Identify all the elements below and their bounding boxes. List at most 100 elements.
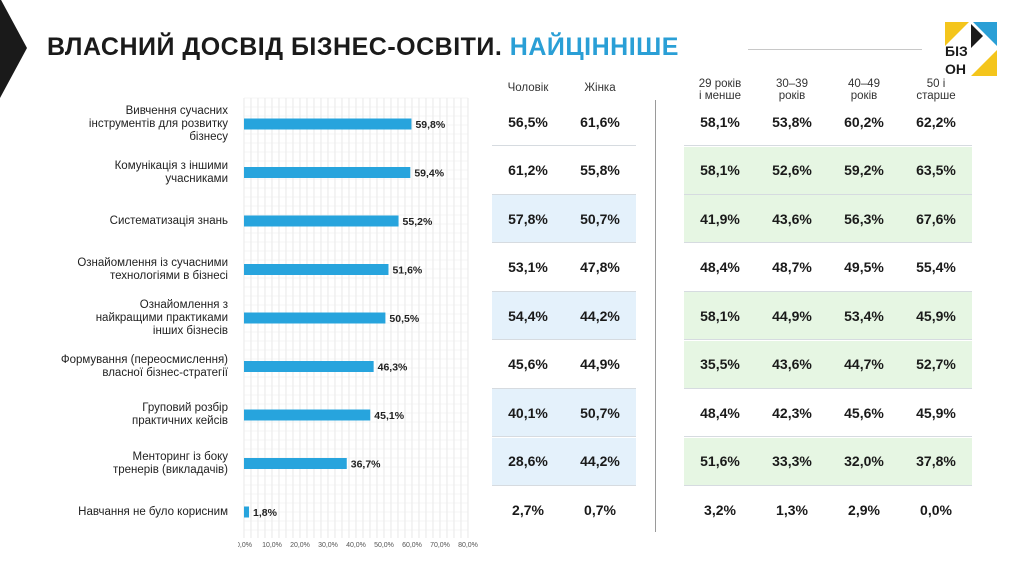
table-cell: 53,1% <box>492 244 564 292</box>
table-cell: 49,5% <box>828 244 900 292</box>
table-cell: 63,5% <box>900 146 972 195</box>
data-label: 46,3% <box>378 362 408 374</box>
x-tick-label: 30,0% <box>318 542 338 549</box>
table-cell: 58,1% <box>684 146 756 195</box>
title-divider <box>748 49 922 50</box>
category-label: Систематизація знань <box>109 214 228 227</box>
x-tick-label: 80,0% <box>458 542 478 549</box>
x-tick-label: 70,0% <box>430 542 450 549</box>
x-tick-label: 60,0% <box>402 542 422 549</box>
corner-triangle <box>0 0 27 98</box>
table-cell: 58,1% <box>684 292 756 340</box>
table-cell: 44,2% <box>564 437 636 486</box>
x-tick-label: 0,0% <box>238 542 252 549</box>
x-tick-label: 40,0% <box>346 542 366 549</box>
table-cell: 3,2% <box>704 502 736 518</box>
table-cell: 0,0% <box>920 502 952 518</box>
bar <box>244 215 399 227</box>
bar <box>244 264 389 275</box>
table-cell: 67,6% <box>900 195 972 243</box>
title-main: ВЛАСНИЙ ДОСВІД БІЗНЕС-ОСВІТИ. <box>47 33 503 61</box>
table-cell: 45,6% <box>828 389 900 437</box>
table-cell: 52,7% <box>900 340 972 389</box>
bar <box>244 361 374 372</box>
table-cell: 52,6% <box>756 146 828 195</box>
x-tick-label: 10,0% <box>262 542 282 549</box>
column-header: 30–39 років <box>776 78 808 102</box>
table-cell: 40,1% <box>492 389 564 437</box>
column-header: 29 років і менше <box>698 78 742 102</box>
table-cell: 33,3% <box>756 437 828 486</box>
column-header: Жінка <box>584 82 616 94</box>
table-cell: 2,9% <box>848 502 880 518</box>
category-label: Формування (переосмислення) власної бізне… <box>60 353 228 379</box>
table-cell: 44,7% <box>828 340 900 389</box>
column-header: Чоловік <box>507 82 549 94</box>
bar <box>244 409 371 421</box>
column-header: 50 і старше <box>916 78 956 102</box>
data-label: 59,8% <box>415 119 445 131</box>
table-cell: 60,2% <box>828 98 900 146</box>
table-cell: 55,4% <box>900 244 972 292</box>
data-label: 51,6% <box>392 265 422 277</box>
x-tick-label: 20,0% <box>290 542 310 549</box>
bar <box>244 167 411 178</box>
category-label: Ознайомлення із сучасними технологіями в … <box>77 256 228 282</box>
bar-chart: 59,8% 59,4% 55,2% 51,6% 50,5% 46,3% 45,1% 36,7%… <box>238 97 478 549</box>
table-cell: 54,4% <box>492 292 564 340</box>
table-cell: 50,7% <box>564 389 636 437</box>
table-cell: 45,6% <box>492 341 564 389</box>
table-cell: 47,8% <box>564 244 636 292</box>
data-label: 59,4% <box>414 168 444 180</box>
table-cell: 1,3% <box>776 502 808 518</box>
table-cell: 44,9% <box>756 292 828 340</box>
category-label: Вивчення сучасних інструментів для розвит… <box>88 104 228 143</box>
table-vertical-separator <box>655 100 656 532</box>
data-label: 36,7% <box>351 459 381 471</box>
table-cell: 56,5% <box>492 98 564 146</box>
page-title: ВЛАСНИЙ ДОСВІД БІЗНЕС-ОСВІТИ. НАЙЦІННІШЕ <box>47 33 679 62</box>
table-cell: 57,8% <box>492 195 564 243</box>
data-label: 55,2% <box>403 216 433 228</box>
table-cell: 2,7% <box>512 502 544 518</box>
table-cell: 55,8% <box>564 147 636 195</box>
data-label: 1,8% <box>253 507 278 519</box>
table-cell: 51,6% <box>684 437 756 486</box>
table-cell: 35,5% <box>684 340 756 389</box>
data-label: 50,5% <box>389 313 419 325</box>
table-cell: 37,8% <box>900 437 972 486</box>
table-cell: 53,4% <box>828 292 900 340</box>
category-label: Комунікація з іншими учасниками <box>114 159 228 185</box>
table-cell: 32,0% <box>828 437 900 486</box>
bar <box>244 312 386 324</box>
table-cell: 45,9% <box>900 389 972 437</box>
table-cell: 43,6% <box>756 195 828 243</box>
x-tick-label: 50,0% <box>374 542 394 549</box>
bar <box>244 458 347 469</box>
bar <box>244 118 412 130</box>
logo-text-line2: ОН <box>945 61 966 77</box>
bizon-logo: БІЗ ОН <box>945 22 997 77</box>
category-label: Ознайомлення з найкращими практиками інших… <box>95 298 228 337</box>
column-header: 40–49 років <box>848 78 880 102</box>
table-cell: 62,2% <box>900 98 972 146</box>
table-cell: 53,8% <box>756 98 828 146</box>
table-cell: 50,7% <box>564 195 636 243</box>
table-cell: 44,2% <box>564 292 636 340</box>
logo-text-line1: БІЗ <box>945 43 968 59</box>
table-cell: 58,1% <box>684 98 756 146</box>
table-cell: 56,3% <box>828 195 900 243</box>
table-cell: 48,4% <box>684 244 756 292</box>
table-cell: 61,6% <box>564 98 636 146</box>
data-label: 45,1% <box>374 410 404 422</box>
category-label: Менторинг із боку тренерів (викладачів) <box>112 450 228 476</box>
table-cell: 41,9% <box>684 195 756 243</box>
table-cell: 61,2% <box>492 147 564 195</box>
table-cell: 59,2% <box>828 146 900 195</box>
title-accent: НАЙЦІННІШЕ <box>509 33 679 61</box>
table-cell: 43,6% <box>756 340 828 389</box>
category-label: Навчання не було корисним <box>78 505 228 518</box>
table-cell: 44,9% <box>564 341 636 389</box>
table-cell: 0,7% <box>584 502 616 518</box>
table-cell: 28,6% <box>492 437 564 486</box>
